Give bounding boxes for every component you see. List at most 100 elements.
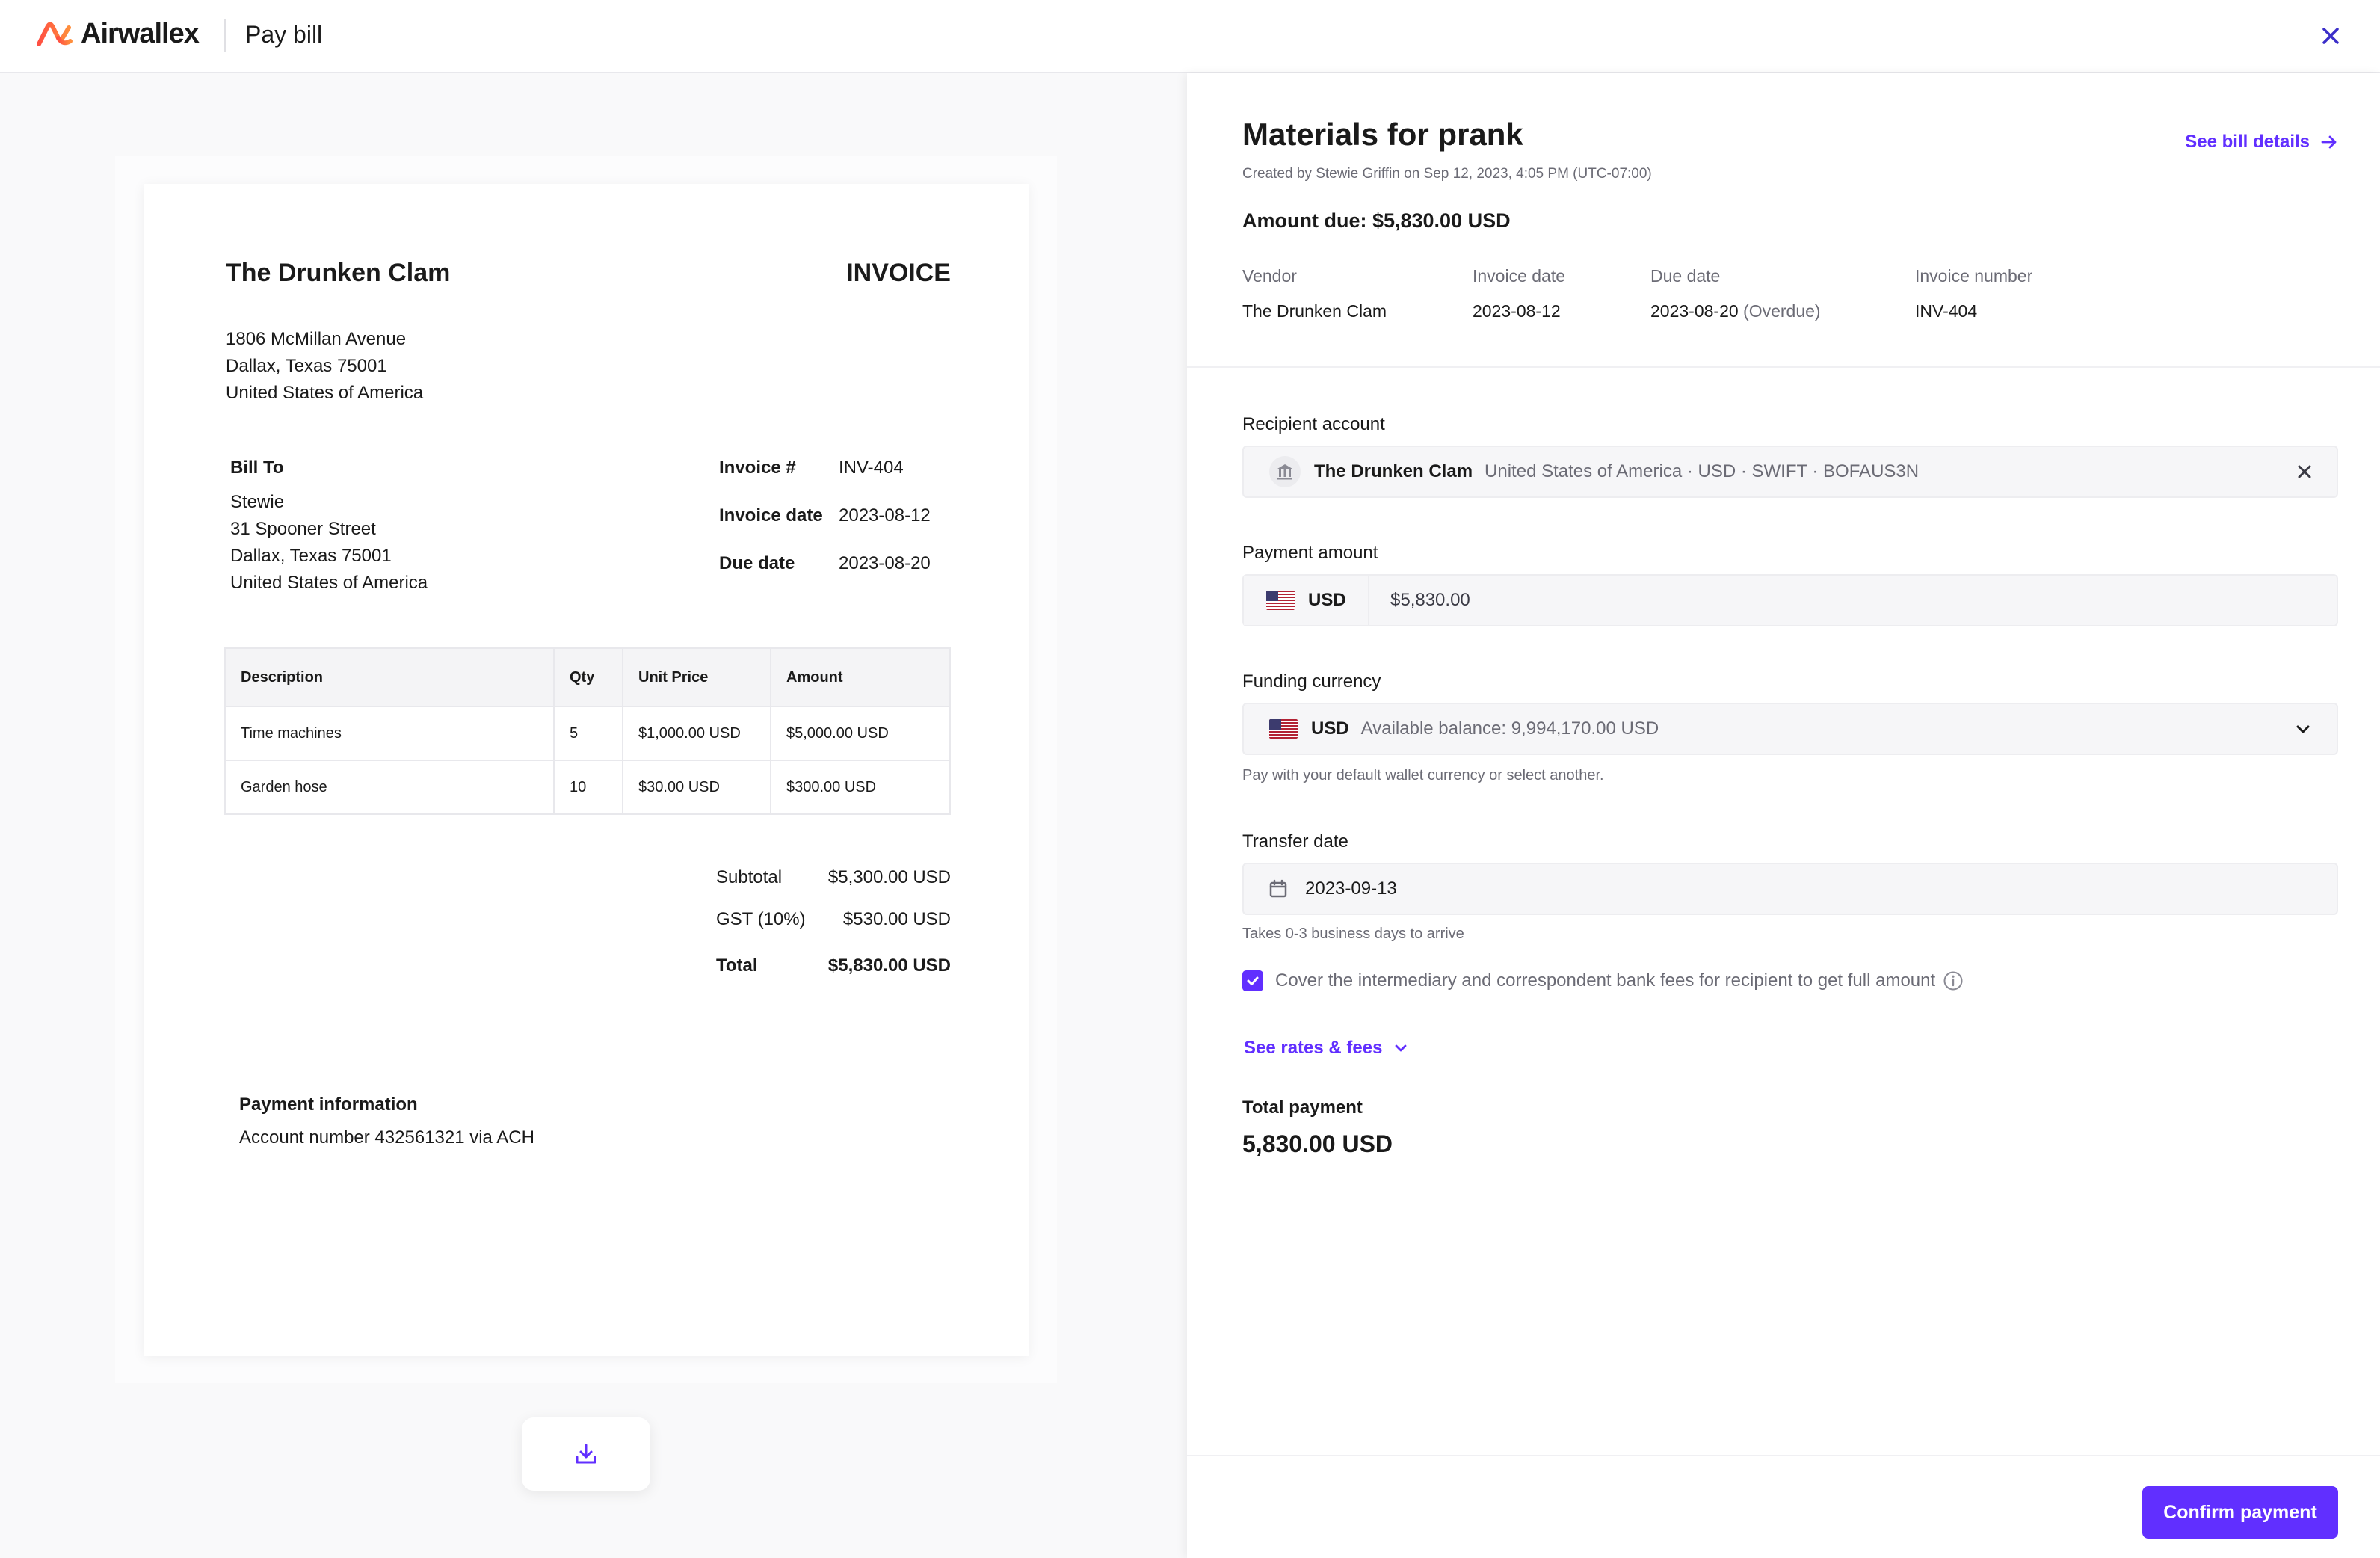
transfer-date-value: 2023-09-13 xyxy=(1305,878,1397,899)
download-icon xyxy=(576,1444,596,1464)
invoice-number-value: INV-404 xyxy=(1915,301,1978,321)
due-date-column: Due date 2023-08-20 (Overdue) xyxy=(1650,266,1821,321)
address-line: United States of America xyxy=(226,383,424,403)
us-flag-icon xyxy=(1266,591,1295,610)
due-date-value: 2023-08-20 (Overdue) xyxy=(1650,301,1821,321)
info-icon[interactable] xyxy=(1943,970,1964,991)
us-flag-icon xyxy=(1269,719,1298,739)
payment-amount-label: Payment amount xyxy=(1242,543,1378,563)
table-header: Amount xyxy=(770,647,951,707)
airwallex-logo: Airwallex xyxy=(36,18,200,50)
see-bill-details-label: See bill details xyxy=(2185,132,2310,152)
table-cell: 10 xyxy=(553,760,623,815)
top-bar: Airwallex Pay bill xyxy=(0,0,2380,73)
vendor-label: Vendor xyxy=(1242,266,1297,286)
total-value: $5,300.00 USD xyxy=(827,867,951,887)
invoice-number-column: Invoice number INV-404 xyxy=(1915,266,2032,321)
meta-value: INV-404 xyxy=(839,458,904,478)
transfer-date-label: Transfer date xyxy=(1242,831,1348,852)
table-header: Unit Price xyxy=(622,647,771,707)
checkmark-icon xyxy=(1247,976,1259,985)
invoice-doc-title: INVOICE xyxy=(846,259,951,287)
meta-value: 2023-08-12 xyxy=(839,505,931,526)
gst-row: GST (10%) $530.00 USD xyxy=(716,899,951,940)
payment-amount-field: USD $5,830.00 xyxy=(1242,574,2338,626)
confirm-payment-button[interactable]: Confirm payment xyxy=(2142,1486,2338,1539)
transfer-date-field[interactable]: 2023-09-13 xyxy=(1242,863,2338,915)
page-title: Pay bill xyxy=(245,21,323,48)
meta-label: Invoice date xyxy=(719,505,823,526)
funding-currency-hint: Pay with your default wallet currency or… xyxy=(1242,767,1604,783)
invoice-line-items-table: Description Qty Unit Price Amount Time m… xyxy=(224,647,951,815)
bill-created-info: Created by Stewie Griffin on Sep 12, 202… xyxy=(1242,166,1652,182)
invoice-number-label: Invoice number xyxy=(1915,266,2033,286)
total-label: GST (10%) xyxy=(716,909,806,929)
invoice-meta: Invoice # INV-404 Invoice date 2023-08-1… xyxy=(719,458,988,601)
table-cell: Time machines xyxy=(224,706,555,761)
header-divider xyxy=(224,19,226,52)
invoice-date-column: Invoice date 2023-08-12 xyxy=(1473,266,1565,321)
calendar-icon xyxy=(1269,879,1287,898)
recipient-details: United States of America · USD · SWIFT ·… xyxy=(1485,461,1920,481)
table-cell: $300.00 USD xyxy=(770,760,951,815)
cover-fees-label: Cover the intermediary and correspondent… xyxy=(1275,970,1936,991)
payment-currency-selector[interactable]: USD xyxy=(1244,576,1369,625)
table-header-row: Description Qty Unit Price Amount xyxy=(224,647,951,707)
payment-info-label: Payment information xyxy=(239,1094,418,1115)
bill-to-line: Stewie xyxy=(230,492,285,512)
logo-text: Airwallex xyxy=(81,18,200,49)
clear-recipient-icon[interactable] xyxy=(2295,462,2314,481)
bill-title: Materials for prank xyxy=(1242,117,1523,152)
download-button[interactable] xyxy=(522,1417,650,1491)
recipient-account-label: Recipient account xyxy=(1242,414,1385,434)
transfer-date-hint: Takes 0-3 business days to arrive xyxy=(1242,926,1464,942)
funding-currency-label: Funding currency xyxy=(1242,671,1381,692)
invoice-meta-row: Due date 2023-08-20 xyxy=(719,553,988,601)
airwallex-logo-icon xyxy=(37,22,73,46)
vendor-column: Vendor The Drunken Clam xyxy=(1242,266,1387,321)
table-cell: 5 xyxy=(553,706,623,761)
payment-panel: Materials for prank Created by Stewie Gr… xyxy=(1187,73,2380,1558)
meta-value: 2023-08-20 xyxy=(839,553,931,573)
invoice-date-label: Invoice date xyxy=(1473,266,1566,286)
see-bill-details-link[interactable]: See bill details xyxy=(2185,132,2338,153)
invoice-preview-panel: The Drunken Clam INVOICE 1806 McMillan A… xyxy=(0,73,1187,1558)
bill-to-line: 31 Spooner Street xyxy=(230,519,376,539)
cover-fees-checkbox[interactable] xyxy=(1242,970,1263,991)
address-line: 1806 McMillan Avenue xyxy=(226,329,407,349)
table-header: Description xyxy=(224,647,555,707)
close-icon[interactable] xyxy=(2317,22,2344,49)
funding-currency-code: USD xyxy=(1311,718,1349,739)
invoice-company-name: The Drunken Clam xyxy=(226,259,451,287)
overdue-status: (Overdue) xyxy=(1743,301,1821,321)
table-cell: $1,000.00 USD xyxy=(622,706,771,761)
payment-amount-input[interactable]: $5,830.00 xyxy=(1390,590,1470,610)
table-cell: Garden hose xyxy=(224,760,555,815)
bank-icon xyxy=(1269,456,1301,487)
bill-to-label: Bill To xyxy=(230,458,284,478)
meta-label: Invoice # xyxy=(719,458,796,478)
see-rates-fees-label: See rates & fees xyxy=(1244,1038,1383,1058)
cover-fees-row: Cover the intermediary and correspondent… xyxy=(1242,970,1964,991)
recipient-account-field[interactable]: The Drunken Clam United States of Americ… xyxy=(1242,446,2338,498)
table-header: Qty xyxy=(553,647,623,707)
see-rates-fees-toggle[interactable]: See rates & fees xyxy=(1244,1038,1409,1059)
total-payment-label: Total payment xyxy=(1242,1097,1363,1118)
payment-currency-code: USD xyxy=(1308,590,1346,610)
total-value: $5,830.00 USD xyxy=(827,955,951,976)
recipient-name: The Drunken Clam xyxy=(1314,461,1473,481)
table-row: Garden hose 10 $30.00 USD $300.00 USD xyxy=(224,760,951,815)
funding-currency-select[interactable]: USD Available balance: 9,994,170.00 USD xyxy=(1242,703,2338,755)
due-date-label: Due date xyxy=(1650,266,1721,286)
payment-info-text: Account number 432561321 via ACH xyxy=(239,1127,534,1148)
invoice-date-value: 2023-08-12 xyxy=(1473,301,1561,321)
amount-due: Amount due: $5,830.00 USD xyxy=(1242,209,1511,232)
action-footer: Confirm payment xyxy=(1187,1455,2380,1558)
total-label: Subtotal xyxy=(716,867,783,887)
meta-label: Due date xyxy=(719,553,795,573)
bill-to-line: Dallax, Texas 75001 xyxy=(230,546,392,566)
funding-balance: Available balance: 9,994,170.00 USD xyxy=(1360,718,1659,739)
chevron-down-icon xyxy=(2296,725,2310,733)
table-cell: $5,000.00 USD xyxy=(770,706,951,761)
invoice-totals: Subtotal $5,300.00 USD GST (10%) $530.00… xyxy=(716,857,951,987)
